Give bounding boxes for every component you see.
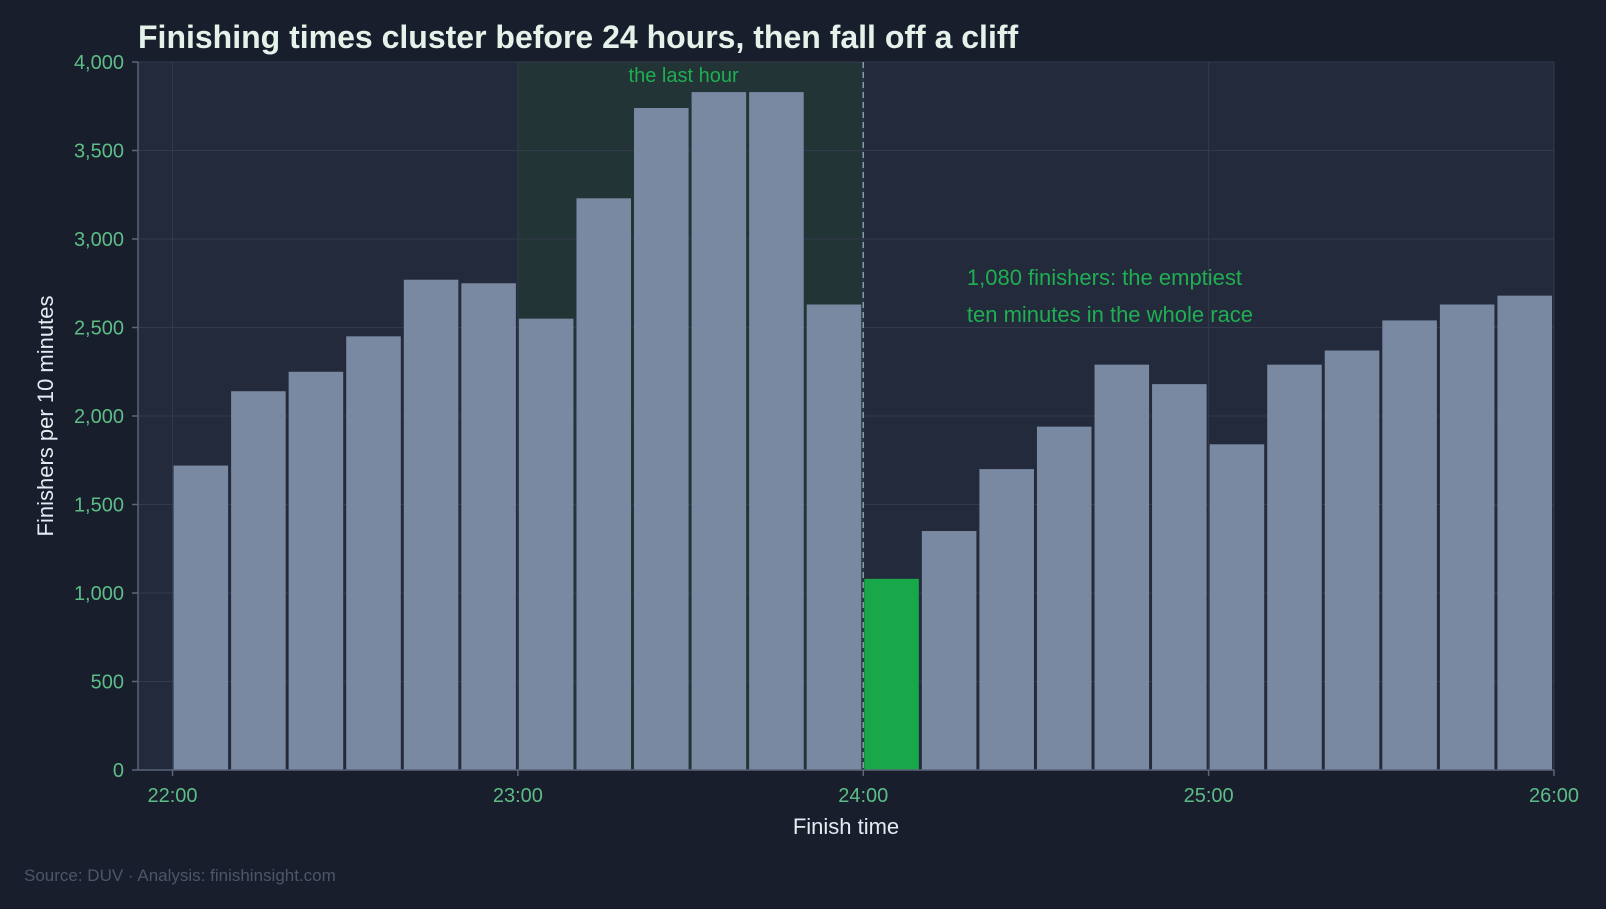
histogram-bar	[1036, 426, 1092, 770]
histogram-bar	[1152, 384, 1207, 770]
histogram-bar	[461, 283, 516, 770]
x-tick-label: 26:00	[1529, 785, 1579, 807]
histogram-bar	[231, 391, 286, 770]
histogram-bar	[1497, 295, 1552, 770]
annotation-line-2: ten minutes in the whole race	[967, 302, 1253, 327]
y-tick-label: 500	[91, 672, 124, 694]
bar-layer	[173, 92, 1552, 771]
x-tick-label: 24:00	[838, 785, 888, 807]
histogram-bar	[173, 465, 229, 770]
histogram-bar	[1209, 444, 1265, 770]
histogram-bar	[1439, 304, 1495, 770]
histogram-bar	[1324, 350, 1380, 770]
y-tick-label: 2,500	[74, 318, 124, 340]
x-axis-label: Finish time	[793, 814, 899, 839]
y-tick-label: 2,000	[74, 406, 124, 428]
y-tick-label: 3,500	[74, 141, 124, 163]
histogram-bar	[1382, 320, 1437, 770]
y-axis-label: Finishers per 10 minutes	[33, 296, 58, 537]
chart-title: Finishing times cluster before 24 hours,…	[138, 19, 1018, 55]
y-tick-label: 1,000	[74, 583, 124, 605]
histogram-bar	[346, 336, 401, 770]
band-label: the last hour	[629, 65, 739, 87]
histogram-bar	[634, 108, 689, 770]
histogram-bar	[518, 318, 574, 770]
histogram-bar	[979, 469, 1034, 770]
y-tick-label: 0	[113, 760, 124, 782]
histogram-bar	[749, 92, 804, 771]
y-tick-label: 3,000	[74, 229, 124, 251]
x-tick-label: 22:00	[148, 785, 198, 807]
histogram-bar	[1267, 364, 1322, 770]
label-layer: 0 500 1,000 1,500 2,000 2,500 3,000 3,500 4,000 2…	[74, 52, 1579, 807]
histogram-bar	[691, 92, 747, 771]
y-tick-label: 4,000	[74, 52, 124, 74]
histogram-bar	[1094, 364, 1150, 770]
annotation-line-1: 1,080 finishers: the emptiest	[967, 265, 1242, 290]
source-note: Source: DUV · Analysis: finishinsight.co…	[24, 866, 336, 885]
histogram-bar	[576, 198, 632, 771]
axis-layer	[132, 61, 1555, 776]
histogram-bar	[288, 371, 344, 770]
histogram-bar	[806, 304, 862, 770]
histogram-bar	[403, 279, 459, 770]
y-tick-label: 1,500	[74, 495, 124, 517]
x-tick-label: 23:00	[493, 785, 543, 807]
highlight-bar	[864, 578, 919, 770]
histogram-bar	[921, 531, 977, 770]
x-tick-label: 25:00	[1184, 785, 1234, 807]
